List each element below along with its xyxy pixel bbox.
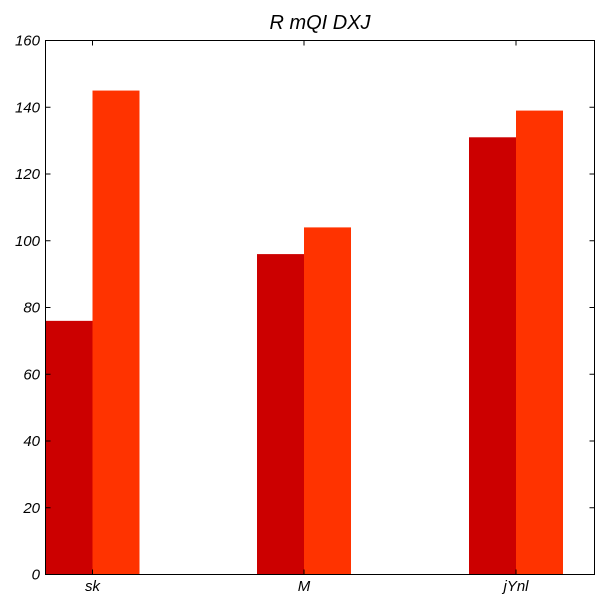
bars-group <box>45 90 563 575</box>
bar-1-jYnl <box>469 137 516 575</box>
bar-2-M <box>304 227 351 575</box>
y-tick-label: 20 <box>22 500 40 517</box>
y-tick-label: 40 <box>23 433 40 450</box>
x-tick-label: jYnl <box>501 578 529 595</box>
y-tick-label: 120 <box>15 166 41 183</box>
bar-2-jYnl <box>516 110 563 575</box>
x-tick-label: M <box>298 578 311 595</box>
y-tick-label: 160 <box>15 33 41 50</box>
bar-2-sk <box>92 90 140 575</box>
y-tick-label: 140 <box>15 99 41 116</box>
y-tick-label: 100 <box>15 233 41 250</box>
chart-title: R mQI DXJ <box>269 12 371 34</box>
bar-1-sk <box>45 320 93 575</box>
y-axis: 0 20 40 60 80 100 120 140 160 <box>15 33 595 584</box>
plot-frame <box>45 40 595 575</box>
bar-1-M <box>257 254 304 575</box>
x-tick-label: sk <box>85 578 102 595</box>
y-tick-label: 0 <box>32 567 41 584</box>
y-tick-label: 80 <box>23 300 40 317</box>
y-tick-label: 60 <box>23 366 40 383</box>
